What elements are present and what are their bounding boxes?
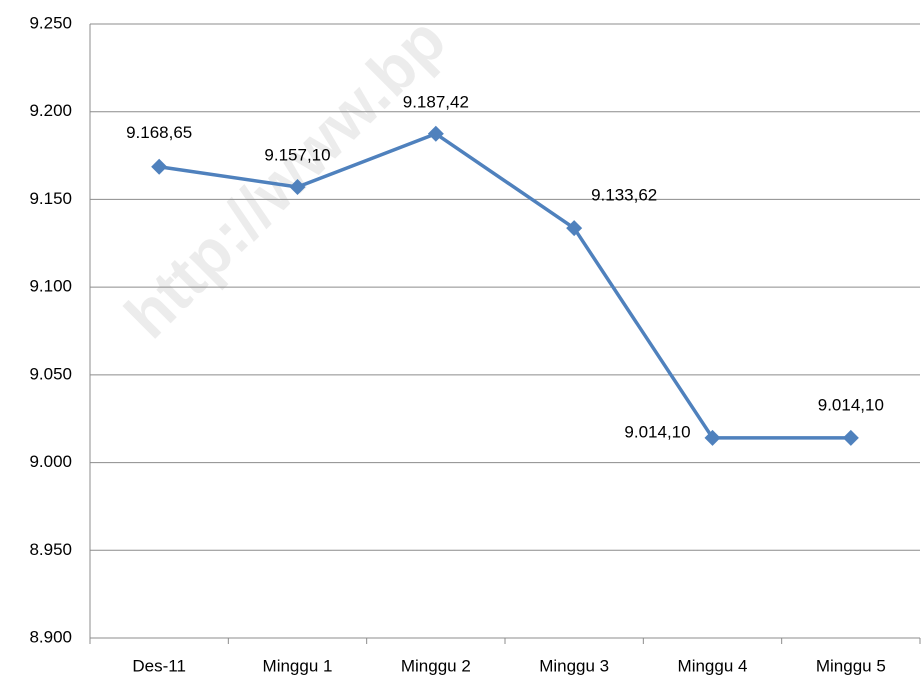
- x-tick-label: Minggu 4: [678, 656, 748, 675]
- data-label: 9.133,62: [591, 186, 657, 205]
- x-tick-label: Des-11: [132, 656, 186, 675]
- y-tick-label: 9.000: [29, 452, 72, 471]
- marker: [704, 429, 721, 446]
- x-tick-label: Minggu 1: [263, 656, 333, 675]
- y-tick-label: 9.150: [29, 189, 72, 208]
- x-tick-label: Minggu 2: [401, 656, 471, 675]
- data-label: 9.187,42: [403, 92, 469, 111]
- data-label: 9.168,65: [126, 123, 192, 142]
- data-label: 9.157,10: [264, 145, 330, 164]
- y-tick-label: 9.250: [29, 13, 72, 32]
- marker: [289, 178, 306, 195]
- marker: [427, 125, 444, 142]
- y-tick-label: 9.100: [29, 277, 72, 296]
- x-tick-label: Minggu 3: [539, 656, 609, 675]
- marker: [566, 220, 583, 237]
- marker: [151, 158, 168, 175]
- y-tick-label: 9.050: [29, 364, 72, 383]
- data-label: 9.014,10: [818, 395, 884, 414]
- watermark: http://www.bp: [111, 4, 459, 352]
- x-tick-label: Minggu 5: [816, 656, 886, 675]
- y-tick-label: 9.200: [29, 101, 72, 120]
- y-tick-label: 8.900: [29, 627, 72, 646]
- series-line: [158, 132, 851, 440]
- y-tick-label: 8.950: [29, 540, 72, 559]
- marker: [842, 429, 859, 446]
- data-label: 9.014,10: [624, 422, 690, 441]
